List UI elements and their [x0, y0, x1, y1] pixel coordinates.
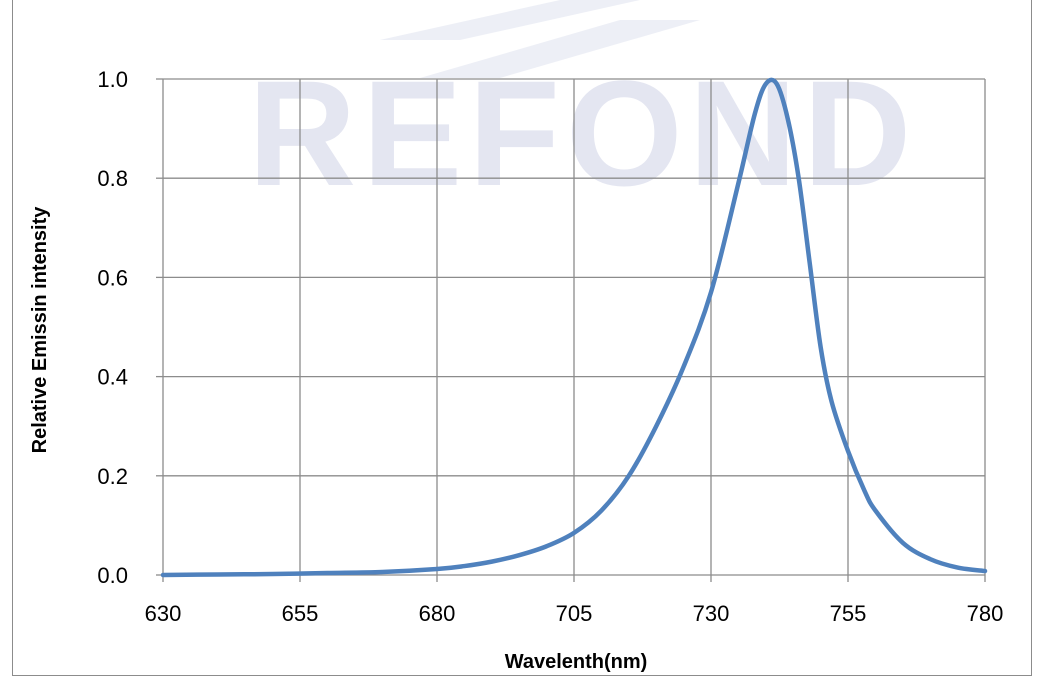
watermark-logo: REFOND: [248, 0, 917, 217]
x-axis-title: Wavelenth(nm): [505, 651, 648, 673]
series-line-0: [160, 77, 988, 578]
x-tick-label-705: 705: [556, 601, 593, 626]
y-tick-label-0.2: 0.2: [97, 464, 128, 489]
x-tick-label-755: 755: [830, 601, 867, 626]
watermark-text: REFOND: [248, 49, 917, 217]
x-tick-label-655: 655: [282, 601, 319, 626]
y-tick-label-0.4: 0.4: [97, 365, 128, 390]
y-tick-label-1.0: 1.0: [97, 67, 128, 92]
x-tick-label-780: 780: [967, 601, 1004, 626]
y-axis-title: Relative Emissin intensity: [29, 206, 51, 454]
x-tick-label-680: 680: [419, 601, 456, 626]
x-tick-label-730: 730: [693, 601, 730, 626]
y-tick-labels: 0.0 0.2 0.4 0.6 0.8 1.0: [97, 67, 128, 588]
chart-frame: [12, 0, 1032, 676]
x-tick-labels: 630 655 680 705 730 755 780: [145, 601, 1004, 626]
y-tick-label-0.8: 0.8: [97, 166, 128, 191]
series-layer: [160, 77, 988, 578]
x-tick-label-630: 630: [145, 601, 182, 626]
y-tick-label-0.0: 0.0: [97, 563, 128, 588]
grid-lines: [162, 78, 986, 576]
y-tick-label-0.6: 0.6: [97, 265, 128, 290]
